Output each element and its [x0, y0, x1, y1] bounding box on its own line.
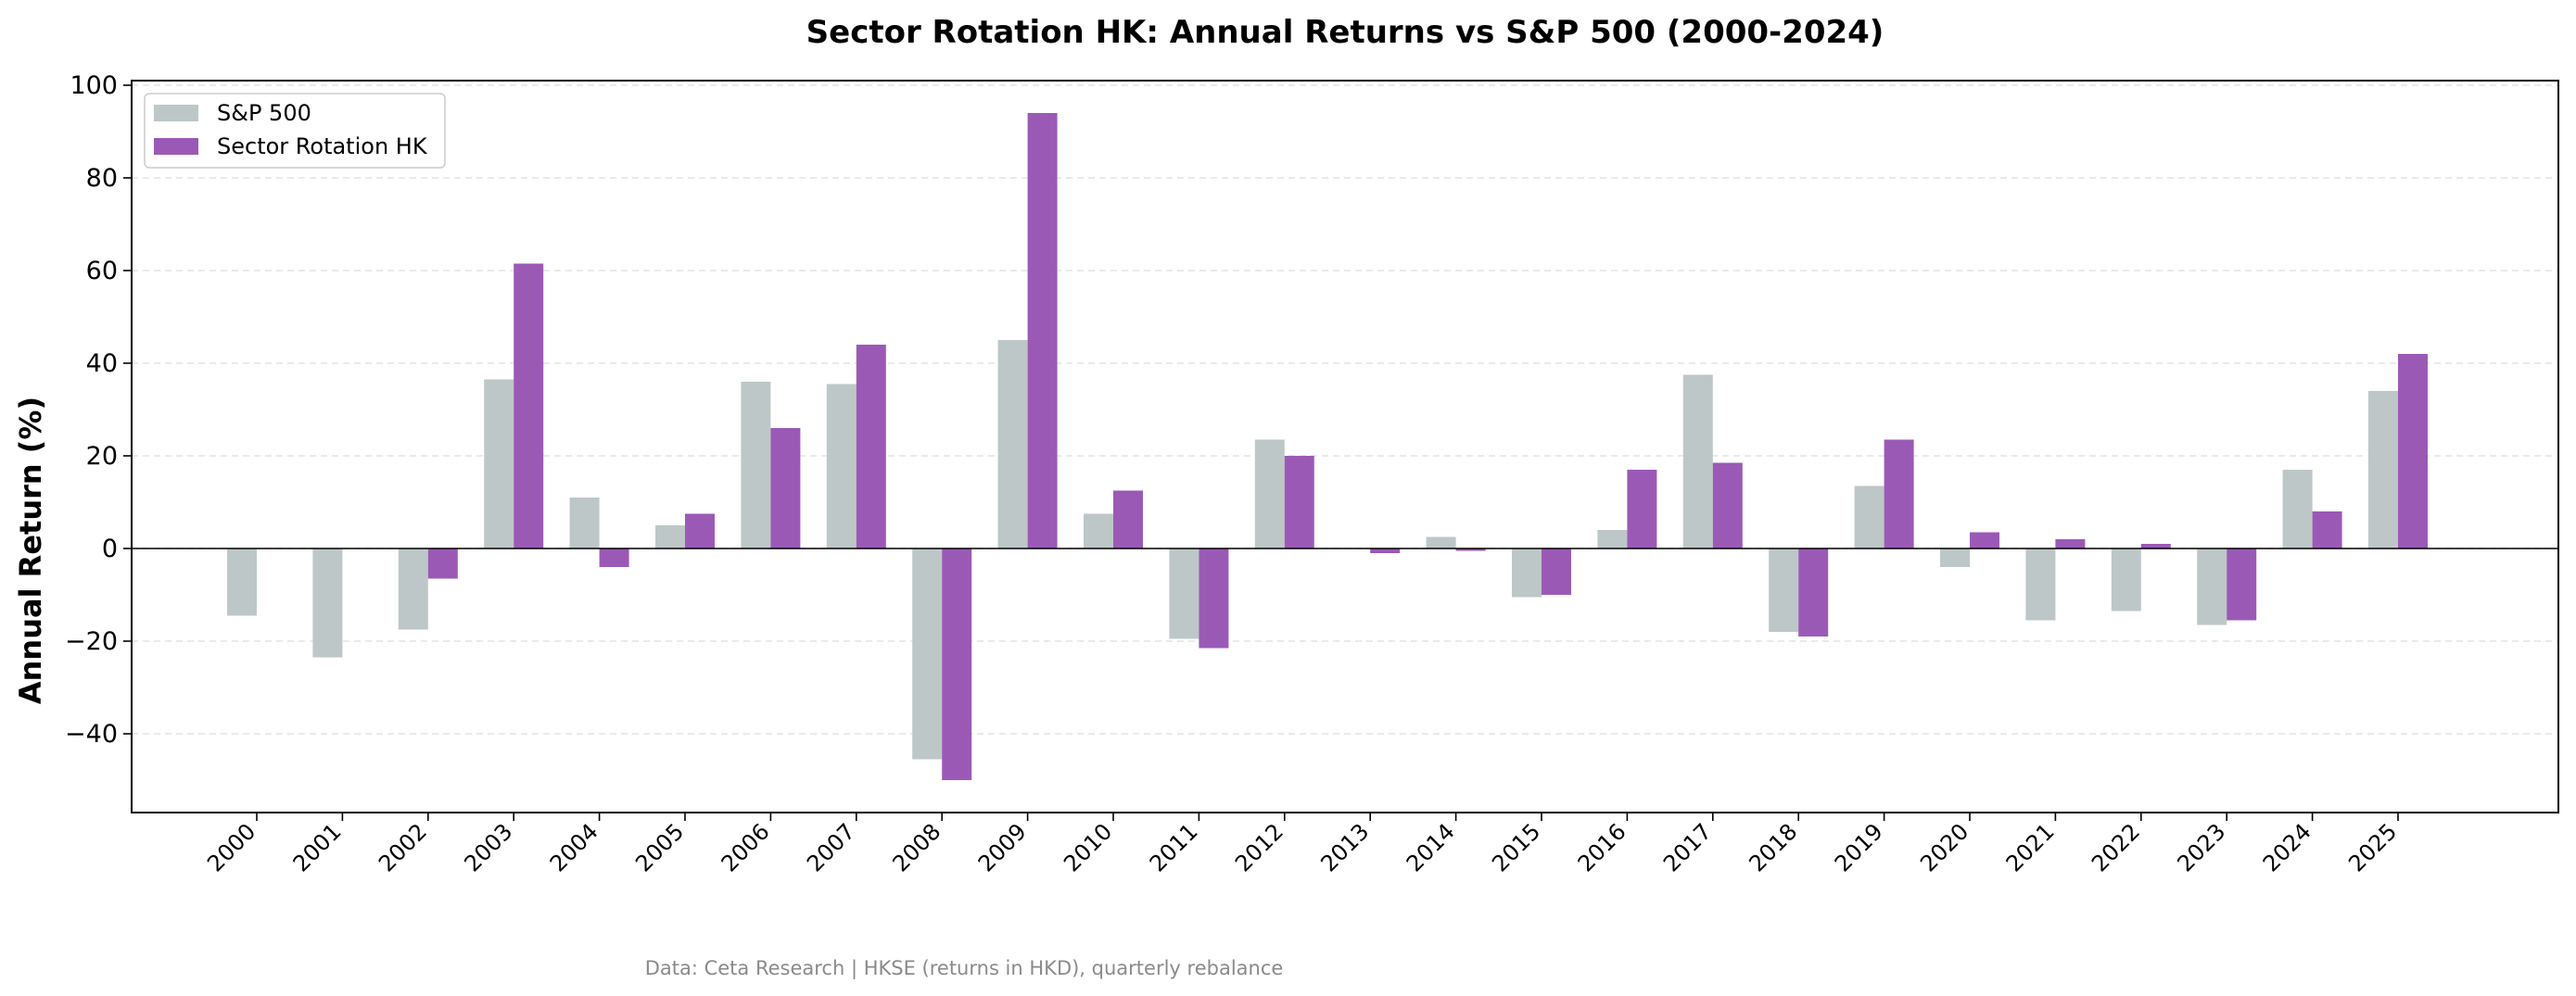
y-tick-label: 80 — [86, 164, 118, 193]
bar-sp500 — [912, 548, 943, 760]
y-axis-ticks: 100 80 60 40 20 0 −20 −40 — [65, 71, 132, 749]
bar-sp500 — [1682, 374, 1713, 548]
x-tick-label: 2021 — [2001, 818, 2060, 876]
x-tick-label: 2017 — [1658, 818, 1717, 876]
bar-sector-rotation-hk — [2227, 548, 2257, 621]
y-tick-label: 100 — [70, 71, 118, 100]
bar-sector-rotation-hk — [2398, 354, 2428, 548]
x-axis-ticks: 2000 2001 2002 2003 2004 2005 2006 2007 2008 2009… — [202, 813, 2402, 876]
legend-swatch-sp500 — [154, 105, 198, 121]
bar-sp500 — [2282, 470, 2313, 548]
x-tick-label: 2013 — [1315, 818, 1374, 876]
legend: S&P 500 Sector Rotation HK — [144, 93, 446, 169]
bar-sector-rotation-hk — [770, 428, 801, 548]
x-tick-label: 2010 — [1059, 818, 1117, 876]
bar-sector-rotation-hk — [2312, 511, 2342, 548]
bar-sector-rotation-hk — [1712, 462, 1743, 548]
y-tick-label: 0 — [102, 535, 118, 563]
bar-sector-rotation-hk — [1798, 548, 1829, 637]
x-tick-label: 2011 — [1145, 818, 1203, 876]
bar-sp500 — [227, 548, 257, 616]
bar-sector-rotation-hk — [856, 345, 886, 548]
bar-sp500 — [655, 525, 685, 548]
x-tick-label: 2004 — [545, 818, 603, 876]
bar-sp500 — [1512, 548, 1542, 598]
bar-sp500 — [1254, 439, 1285, 548]
bar-sp500 — [1426, 536, 1456, 548]
x-tick-label: 2019 — [1830, 818, 1888, 876]
bar-sp500 — [312, 548, 343, 658]
x-tick-label: 2016 — [1573, 818, 1631, 876]
bar-sector-rotation-hk — [1027, 113, 1058, 548]
x-tick-label: 2008 — [887, 818, 945, 876]
legend-swatch-sector-rotation-hk — [154, 138, 198, 155]
x-tick-label: 2005 — [630, 818, 689, 876]
bar-sp500 — [1597, 530, 1628, 548]
x-tick-label: 2024 — [2258, 818, 2316, 876]
legend-label-sp500: S&P 500 — [217, 100, 311, 126]
y-tick-label: −20 — [65, 627, 118, 656]
bar-sector-rotation-hk — [1970, 532, 1999, 548]
x-tick-label: 2012 — [1230, 818, 1288, 876]
bars — [227, 113, 2428, 780]
bar-sp500 — [2197, 548, 2227, 625]
bar-sp500 — [2025, 548, 2056, 621]
bar-sector-rotation-hk — [427, 548, 458, 579]
bar-sp500 — [997, 340, 1028, 548]
bar-sector-rotation-hk — [1455, 548, 1486, 551]
bar-sector-rotation-hk — [685, 513, 715, 548]
bar-sp500 — [1084, 513, 1113, 548]
y-axis-label: Annual Return (%) — [13, 397, 48, 704]
bar-sector-rotation-hk — [1199, 548, 1229, 649]
legend-box — [144, 93, 446, 169]
x-tick-label: 2007 — [802, 818, 860, 876]
bar-sector-rotation-hk — [2055, 539, 2086, 548]
bar-sector-rotation-hk — [599, 548, 629, 567]
x-tick-label: 2018 — [1744, 818, 1802, 876]
x-tick-label: 2003 — [459, 818, 517, 876]
bar-sp500 — [484, 379, 514, 548]
x-tick-label: 2020 — [1915, 818, 1973, 876]
x-tick-label: 2014 — [1402, 818, 1460, 876]
x-tick-label: 2000 — [202, 818, 260, 876]
bar-sp500 — [741, 382, 771, 548]
bar-sp500 — [826, 384, 857, 548]
bar-sp500 — [398, 548, 428, 630]
bar-sp500 — [569, 498, 600, 548]
bar-sp500 — [1769, 548, 1799, 632]
legend-label-sector-rotation-hk: Sector Rotation HK — [217, 133, 428, 159]
x-tick-label: 2025 — [2343, 818, 2402, 876]
bar-sector-rotation-hk — [942, 548, 972, 780]
x-tick-label: 2001 — [288, 818, 347, 876]
plot-frame — [131, 80, 2559, 813]
bar-sp500 — [1169, 548, 1199, 639]
data-source-note: Data: Ceta Research | HKSE (returns in H… — [645, 957, 1284, 980]
y-tick-label: 40 — [86, 349, 118, 378]
x-tick-label: 2015 — [1487, 818, 1545, 876]
bar-sp500 — [1854, 485, 1884, 548]
x-tick-label: 2002 — [374, 818, 432, 876]
bar-sector-rotation-hk — [1370, 548, 1401, 553]
bar-sp500 — [2111, 548, 2141, 611]
bar-sector-rotation-hk — [1627, 470, 1657, 548]
bar-sector-rotation-hk — [1884, 439, 1914, 548]
bar-sector-rotation-hk — [514, 263, 544, 548]
bar-sector-rotation-hk — [1542, 548, 1571, 595]
chart-title: Sector Rotation HK: Annual Returns vs S&… — [806, 14, 1884, 51]
y-tick-label: 20 — [86, 442, 118, 471]
y-tick-label: 60 — [86, 257, 118, 285]
bar-sp500 — [2368, 391, 2398, 548]
x-tick-label: 2022 — [2087, 818, 2145, 876]
x-tick-label: 2006 — [717, 818, 775, 876]
bar-sector-rotation-hk — [1284, 456, 1314, 548]
bar-sp500 — [1940, 548, 1970, 567]
x-tick-label: 2023 — [2172, 818, 2230, 876]
y-tick-label: −40 — [65, 720, 118, 749]
bar-sector-rotation-hk — [2140, 544, 2171, 548]
x-tick-label: 2009 — [973, 818, 1032, 876]
bar-sector-rotation-hk — [1113, 490, 1143, 548]
